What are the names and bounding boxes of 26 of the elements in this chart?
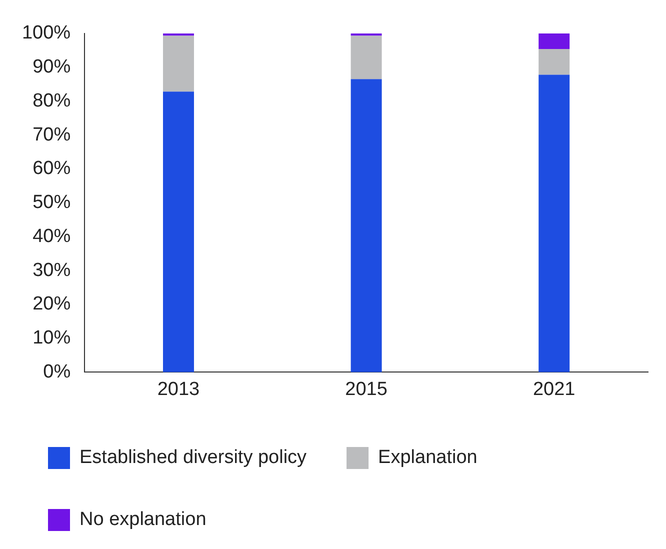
y-tick-label: 60% (32, 158, 71, 180)
y-tick-label: 40% (32, 226, 71, 247)
x-tick-label: 2015 (345, 378, 388, 400)
bar (538, 33, 570, 49)
y-tick-label: 20% (32, 294, 71, 315)
legend-label: Established diversity policy (80, 447, 308, 468)
bar (163, 92, 194, 372)
bar (350, 36, 382, 80)
y-tick-label: 50% (32, 192, 71, 214)
y-tick-label: 80% (32, 90, 71, 112)
legend-label: No explanation (80, 509, 206, 530)
bar (538, 74, 570, 372)
y-tick-label: 30% (32, 260, 71, 281)
y-tick-label: 10% (32, 328, 71, 349)
bar (350, 79, 382, 372)
bar (350, 33, 382, 36)
x-tick-label: 2021 (532, 378, 576, 400)
legend-label: Explanation (378, 447, 478, 468)
bar (538, 48, 570, 75)
bar (163, 36, 194, 92)
y-tick-label: 0% (43, 361, 71, 382)
x-tick-label: 2013 (157, 378, 200, 400)
y-tick-label: 100% (22, 22, 71, 44)
y-tick-label: 70% (32, 124, 71, 146)
bar (163, 33, 194, 36)
y-tick-label: 90% (32, 56, 71, 78)
